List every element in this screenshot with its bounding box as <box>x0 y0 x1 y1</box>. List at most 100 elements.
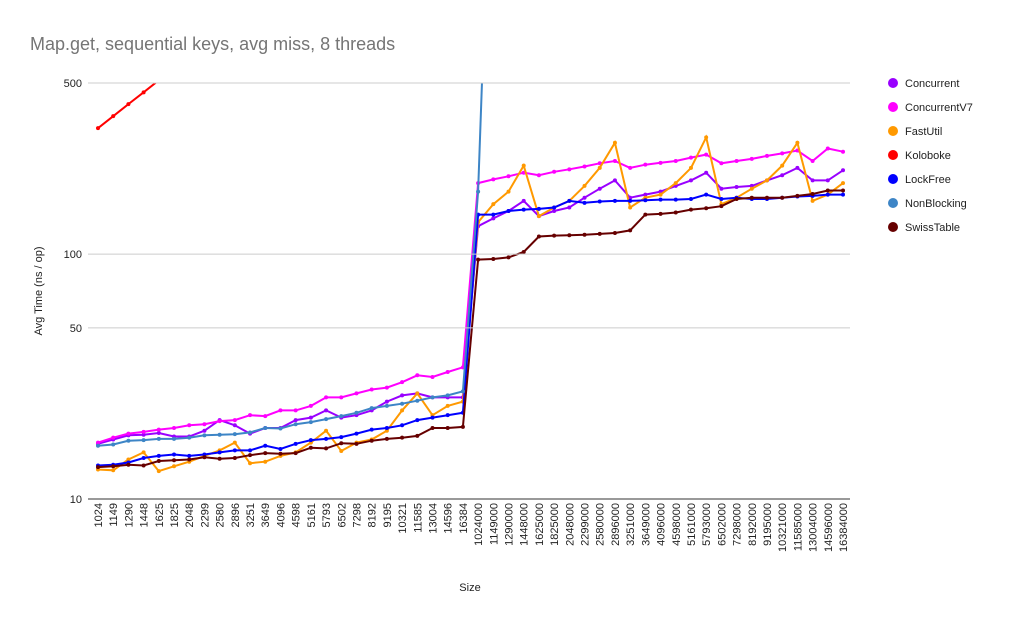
x-tick-label: 2299 <box>199 503 211 527</box>
point <box>582 195 587 200</box>
point <box>582 183 587 188</box>
point <box>673 159 678 164</box>
x-tick-label: 1024000 <box>473 503 485 546</box>
x-tick-label: 3649000 <box>640 503 652 546</box>
point <box>780 151 785 156</box>
point <box>339 449 344 454</box>
x-tick-label: 14596000 <box>823 503 835 552</box>
point <box>187 423 192 428</box>
point <box>278 451 283 456</box>
point <box>339 414 344 419</box>
point <box>400 435 405 440</box>
point <box>536 173 541 178</box>
point <box>202 455 207 460</box>
legend-label: FastUtil <box>905 126 942 138</box>
legend-swatch <box>888 222 898 232</box>
point <box>628 198 633 203</box>
point <box>156 427 161 432</box>
point <box>126 431 131 436</box>
point <box>400 380 405 385</box>
point <box>232 456 237 461</box>
x-tick-label: 2580 <box>215 503 227 527</box>
point <box>704 152 709 157</box>
point <box>825 192 830 197</box>
point <box>506 255 511 260</box>
point <box>400 408 405 413</box>
point <box>96 443 100 448</box>
point <box>810 159 815 164</box>
point <box>643 212 648 217</box>
x-tick-label: 4096000 <box>656 503 668 546</box>
point <box>232 432 237 437</box>
point <box>445 403 450 408</box>
point <box>704 206 709 211</box>
point <box>764 195 769 200</box>
x-tick-label: 2048000 <box>564 503 576 546</box>
point <box>567 198 572 203</box>
legend-label: LockFree <box>905 174 951 186</box>
legend-label: Concurrent <box>905 78 959 90</box>
point <box>749 156 754 161</box>
point <box>172 452 177 457</box>
point <box>111 464 116 469</box>
point <box>597 199 602 204</box>
legend-swatch <box>888 174 898 184</box>
point <box>293 441 298 446</box>
x-tick-label: 7298 <box>351 503 363 527</box>
point <box>172 464 177 469</box>
point <box>324 408 329 413</box>
point <box>628 205 633 210</box>
point <box>491 257 496 262</box>
point <box>187 453 192 458</box>
point <box>597 165 602 170</box>
point <box>521 250 526 255</box>
x-tick-label: 1825000 <box>549 503 561 546</box>
point <box>688 155 693 160</box>
point <box>141 432 146 437</box>
point <box>780 173 785 178</box>
point <box>795 165 800 170</box>
point <box>628 165 633 170</box>
point <box>354 431 359 436</box>
point <box>476 189 481 194</box>
point <box>521 198 526 203</box>
point <box>111 114 116 119</box>
point <box>96 465 100 470</box>
point <box>111 442 116 447</box>
point <box>658 197 663 202</box>
point <box>248 448 253 453</box>
point <box>232 418 237 423</box>
point <box>415 418 420 423</box>
x-tick-label: 16384 <box>458 503 470 534</box>
point <box>749 186 754 191</box>
point <box>369 427 374 432</box>
point <box>384 436 389 441</box>
point <box>202 452 207 457</box>
point <box>536 214 541 219</box>
x-tick-label: 9195 <box>382 503 394 527</box>
x-tick-label: 1149 <box>108 503 120 527</box>
point <box>324 395 329 400</box>
point <box>658 192 663 197</box>
point <box>567 167 572 172</box>
point <box>491 212 496 217</box>
point <box>460 424 465 429</box>
point <box>111 435 116 440</box>
point <box>825 178 830 183</box>
point <box>734 185 739 190</box>
point <box>187 457 192 462</box>
point <box>688 196 693 201</box>
point <box>749 195 754 200</box>
point <box>263 414 268 419</box>
point <box>232 423 237 428</box>
y-axis-label: Avg Time (ns / op) <box>33 246 45 335</box>
point <box>278 408 283 413</box>
point <box>232 448 237 453</box>
point <box>552 233 557 238</box>
point <box>491 216 496 221</box>
point <box>445 393 450 398</box>
point <box>795 140 800 145</box>
point <box>339 441 344 446</box>
x-tick-label: 4598 <box>291 503 303 527</box>
x-tick-label: 1625 <box>154 503 166 527</box>
